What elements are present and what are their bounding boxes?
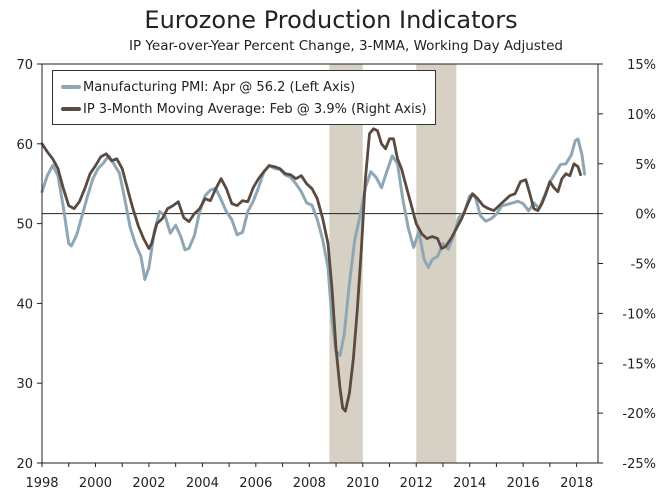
right-tick-label: 15% [627, 58, 656, 73]
left-tick-label: 20 [16, 457, 33, 472]
legend-label-pmi: Manufacturing PMI: Apr @ 56.2 (Left Axis… [83, 79, 356, 95]
left-axis-ticks: 20 30 40 50 60 70 [16, 58, 42, 472]
chart-title: Eurozone Production Indicators [144, 6, 518, 34]
series-lines [40, 127, 587, 413]
x-tick-label: 2006 [239, 476, 272, 491]
left-tick-label: 60 [16, 138, 33, 153]
legend-swatch-pmi [61, 85, 81, 89]
x-tick-label: 2010 [346, 476, 379, 491]
right-axis-ticks: 15% 10% 5% 0% -5% -10% -15% -20% -25% [598, 58, 656, 472]
left-tick-label: 40 [16, 297, 33, 312]
left-tick-label: 30 [16, 377, 33, 392]
x-tick-label: 2016 [507, 476, 540, 491]
x-tick-label: 2002 [132, 476, 165, 491]
x-tick-label: 2000 [79, 476, 112, 491]
x-tick-label: 2004 [186, 476, 219, 491]
right-tick-label: -15% [622, 357, 656, 372]
legend-item-ip: IP 3-Month Moving Average: Feb @ 3.9% (R… [61, 98, 427, 120]
left-tick-label: 70 [16, 58, 33, 73]
right-tick-label: -5% [631, 258, 656, 273]
pmi-line [40, 137, 587, 357]
legend-label-ip: IP 3-Month Moving Average: Feb @ 3.9% (R… [83, 101, 427, 117]
legend-item-pmi: Manufacturing PMI: Apr @ 56.2 (Left Axis… [61, 76, 427, 98]
recession-band-1 [416, 64, 457, 463]
legend: Manufacturing PMI: Apr @ 56.2 (Left Axis… [52, 70, 436, 125]
right-tick-label: 5% [635, 158, 656, 173]
right-tick-label: -25% [622, 457, 656, 472]
plot-frame [41, 63, 599, 464]
x-tick-label: 2014 [453, 476, 486, 491]
right-tick-label: 10% [627, 108, 656, 123]
x-tick-label: 2012 [400, 476, 433, 491]
legend-swatch-ip [61, 107, 81, 111]
recession-shading [329, 64, 457, 463]
x-axis-ticks: 1998 2000 2002 2004 2006 2008 2010 2012 2014 2016… [25, 463, 593, 491]
right-tick-label: -20% [622, 407, 656, 422]
right-tick-label: 0% [635, 208, 656, 223]
x-tick-label: 1998 [25, 476, 58, 491]
x-tick-label: 2008 [293, 476, 326, 491]
ip-line [40, 127, 582, 413]
right-tick-label: -10% [622, 307, 656, 322]
chart-subtitle: IP Year-over-Year Percent Change, 3-MMA,… [129, 38, 563, 54]
left-tick-label: 50 [16, 218, 33, 233]
x-tick-label: 2018 [560, 476, 593, 491]
recession-band-0 [329, 64, 363, 463]
